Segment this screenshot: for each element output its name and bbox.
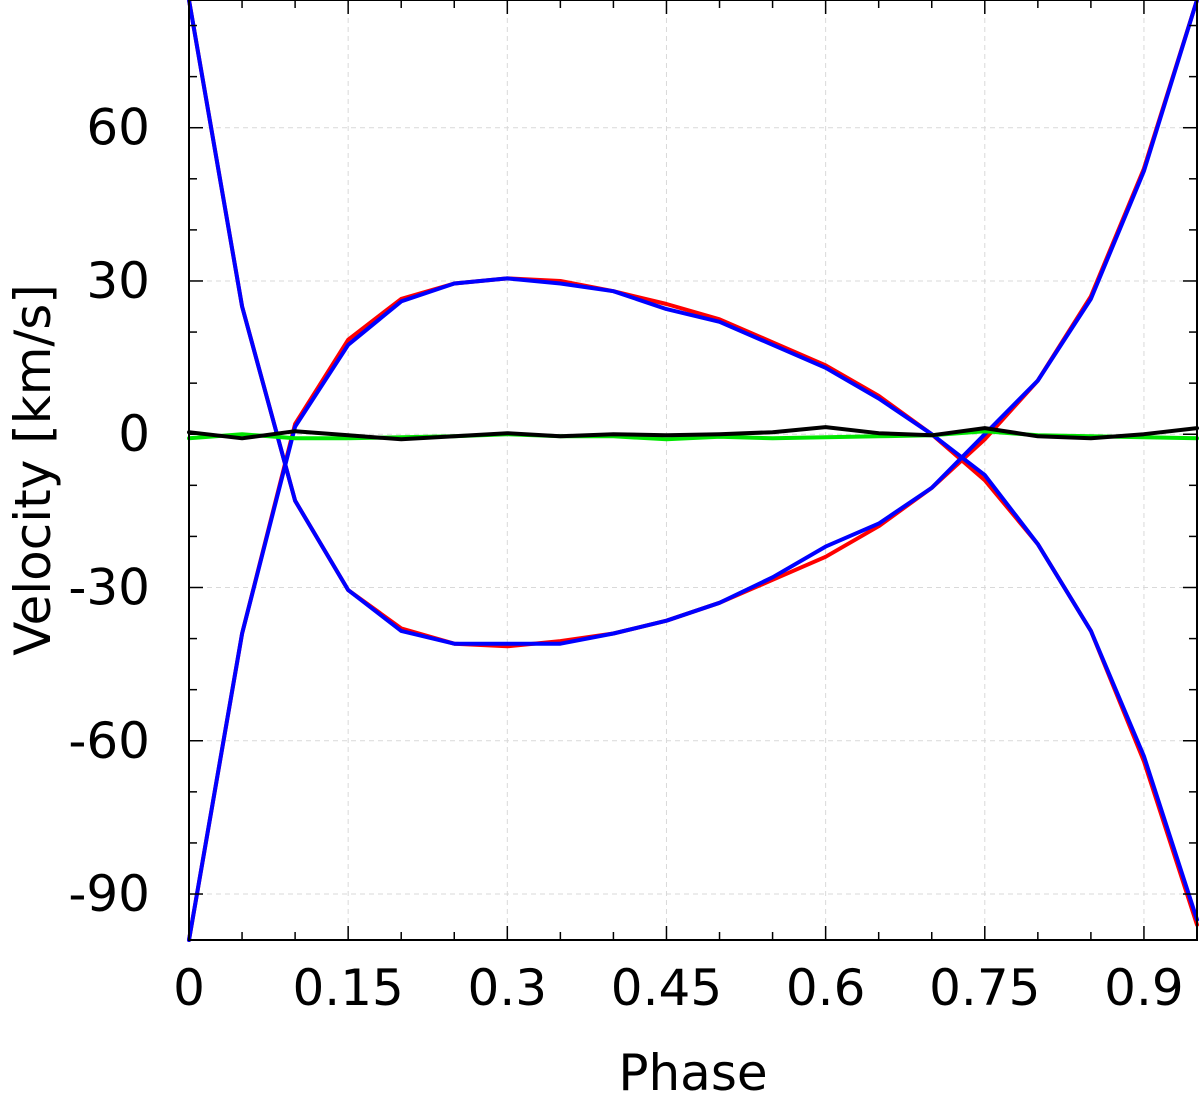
y-tick-label: -90 (68, 865, 150, 923)
x-axis-title: Phase (618, 1044, 767, 1095)
y-tick-label: 30 (86, 252, 150, 310)
x-tick-label: 0.9 (1104, 959, 1184, 1017)
x-tick-label: 0.45 (611, 959, 722, 1017)
x-tick-label: 0.3 (468, 959, 548, 1017)
plot-frame (188, 0, 1198, 941)
y-tick-labels: -90 -60 -30 0 30 60 (68, 99, 150, 923)
series-line-2 (187, 276, 1199, 942)
x-tick-label: 0.75 (929, 959, 1040, 1017)
y-tick-label: -60 (68, 712, 150, 770)
y-tick-label: 0 (118, 405, 150, 463)
series-line-6 (187, 425, 1199, 442)
x-tick-label: 0.6 (786, 959, 866, 1017)
x-tick-labels: 0 0.15 0.3 0.45 0.6 0.75 0.9 (173, 959, 1184, 1017)
x-tick-label: 0.15 (292, 959, 403, 1017)
y-tick-label: 60 (86, 99, 150, 157)
series-lines (187, 0, 1199, 942)
series-line-4 (187, 276, 1199, 942)
axis-ticks (188, 0, 1197, 940)
grid-lines (189, 0, 1197, 940)
x-tick-label: 0 (173, 959, 205, 1017)
series-line-1 (187, 0, 1199, 649)
y-tick-label: -30 (68, 559, 150, 617)
series-line-3 (187, 0, 1199, 646)
y-axis-title: Velocity [km/s] (4, 284, 62, 656)
